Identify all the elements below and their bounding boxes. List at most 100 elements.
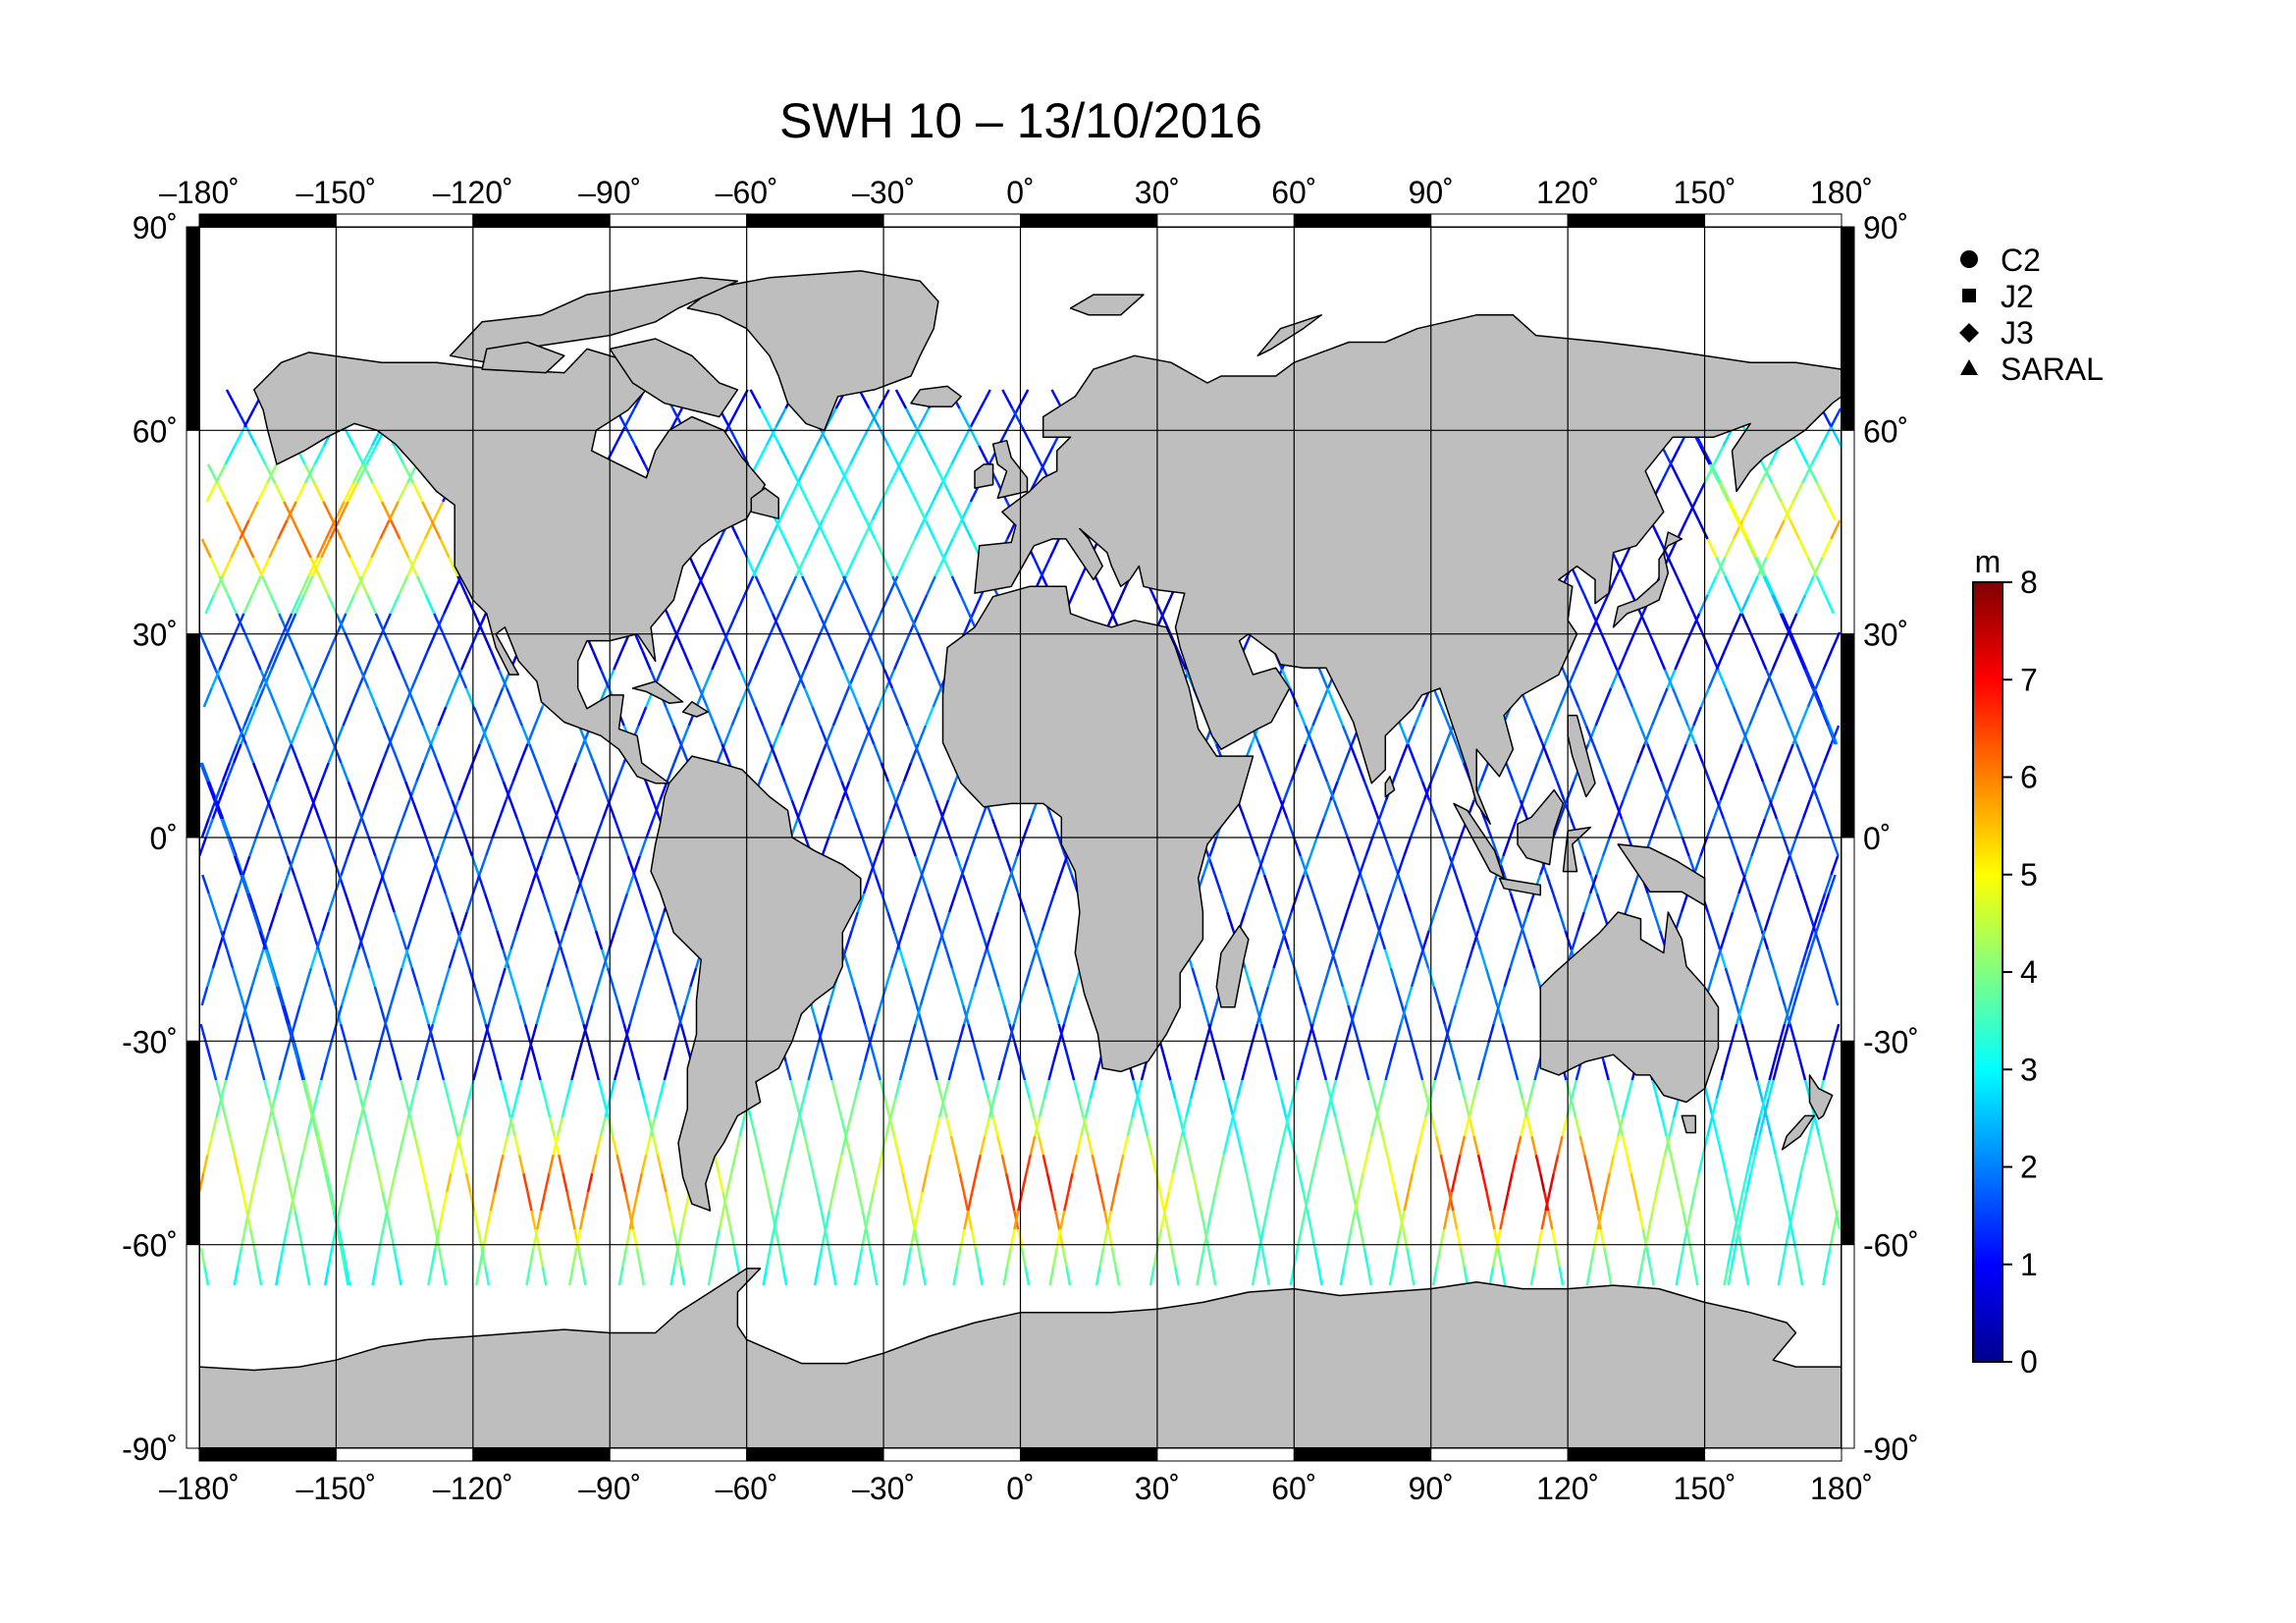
track-segment xyxy=(441,1191,449,1212)
track-segment xyxy=(821,837,830,857)
track-segment xyxy=(931,1060,938,1081)
track-segment xyxy=(277,1135,285,1156)
track-segment xyxy=(312,669,323,689)
lon-tick-label-bottom: 180˚ xyxy=(1810,1471,1873,1506)
track-segment xyxy=(209,557,221,577)
track-segment xyxy=(318,575,330,596)
track-segment xyxy=(1414,706,1424,727)
lat-tick-label-right: -30˚ xyxy=(1863,1024,1919,1059)
track-segment xyxy=(381,1191,389,1212)
track-segment xyxy=(1755,1079,1764,1100)
track-segment xyxy=(982,1079,990,1100)
track-segment xyxy=(679,1266,686,1286)
track-segment xyxy=(952,1266,959,1286)
track-segment xyxy=(1481,1172,1488,1193)
track-segment xyxy=(613,1060,621,1081)
track-segment xyxy=(494,687,505,708)
track-segment xyxy=(1739,725,1750,745)
track-segment xyxy=(570,1060,578,1081)
track-segment xyxy=(552,948,561,969)
track-segment xyxy=(311,799,321,820)
track-segment xyxy=(1617,1116,1625,1137)
track-segment xyxy=(464,837,474,857)
track-segment xyxy=(615,1154,623,1174)
track-segment xyxy=(338,1191,346,1212)
frame-bar-bottom xyxy=(609,1447,748,1462)
track-segment xyxy=(1047,1060,1055,1081)
track-segment xyxy=(1396,855,1406,876)
track-segment xyxy=(586,1172,594,1193)
track-segment xyxy=(898,1060,907,1081)
track-segment xyxy=(283,501,294,521)
lon-tick-label-top: –150˚ xyxy=(295,175,376,210)
track-segment xyxy=(343,482,355,503)
track-segment xyxy=(1355,1210,1362,1230)
track-segment xyxy=(886,781,897,801)
track-segment xyxy=(544,1098,552,1118)
track-segment xyxy=(638,837,648,857)
track-segment xyxy=(688,557,700,577)
track-segment xyxy=(738,1116,746,1137)
track-segment xyxy=(1783,501,1794,521)
track-segment xyxy=(942,538,954,559)
track-segment xyxy=(535,762,546,783)
track-segment xyxy=(251,762,262,783)
track-segment xyxy=(665,706,675,727)
track-segment xyxy=(294,482,307,503)
track-segment xyxy=(1095,1266,1101,1286)
track-segment xyxy=(1621,1135,1629,1156)
track-segment xyxy=(1811,687,1822,708)
track-segment xyxy=(934,799,945,820)
track-segment xyxy=(992,1079,1000,1100)
track-segment xyxy=(934,463,946,484)
track-segment xyxy=(951,519,963,540)
track-segment xyxy=(623,1191,631,1212)
track-segment xyxy=(371,1266,378,1286)
track-segment xyxy=(1113,1172,1121,1193)
track-segment xyxy=(1630,706,1641,727)
track-segment xyxy=(1649,818,1660,839)
track-segment xyxy=(1759,463,1772,484)
track-segment xyxy=(637,706,648,727)
track-segment xyxy=(1574,650,1585,671)
track-segment xyxy=(1556,781,1566,801)
track-segment xyxy=(1314,1042,1323,1062)
track-segment xyxy=(1761,463,1774,484)
track-segment xyxy=(445,687,455,708)
track-segment xyxy=(979,948,988,969)
track-segment xyxy=(833,799,844,820)
track-segment xyxy=(1439,874,1449,894)
track-segment xyxy=(1688,501,1700,521)
track-segment xyxy=(281,1004,290,1025)
track-segment xyxy=(1789,1023,1797,1044)
track-segment xyxy=(315,930,324,950)
track-segment xyxy=(1287,1098,1295,1118)
track-segment xyxy=(1670,762,1681,783)
track-segment xyxy=(522,1172,529,1193)
track-segment xyxy=(1749,1135,1757,1156)
track-segment xyxy=(658,1079,667,1100)
track-segment xyxy=(346,1154,353,1174)
track-segment xyxy=(609,1079,616,1100)
track-segment xyxy=(201,1154,209,1174)
track-segment xyxy=(904,967,913,988)
track-segment xyxy=(1446,855,1456,876)
lon-tick-label-bottom: 60˚ xyxy=(1271,1471,1316,1506)
track-segment xyxy=(520,725,531,745)
track-segment xyxy=(713,1154,721,1174)
track-segment xyxy=(305,911,314,932)
track-segment xyxy=(1065,1266,1072,1286)
track-segment xyxy=(245,893,255,913)
track-segment xyxy=(275,986,284,1006)
track-segment xyxy=(1814,669,1825,689)
track-segment xyxy=(844,1135,852,1156)
track-segment xyxy=(206,650,217,671)
track-segment xyxy=(893,1079,902,1100)
track-segment xyxy=(1201,855,1211,876)
track-segment xyxy=(1491,1247,1498,1268)
track-segment xyxy=(1311,893,1321,913)
track-segment xyxy=(1726,762,1736,783)
track-segment xyxy=(1034,1116,1041,1137)
track-segment xyxy=(831,706,842,727)
track-segment xyxy=(1507,1172,1514,1193)
